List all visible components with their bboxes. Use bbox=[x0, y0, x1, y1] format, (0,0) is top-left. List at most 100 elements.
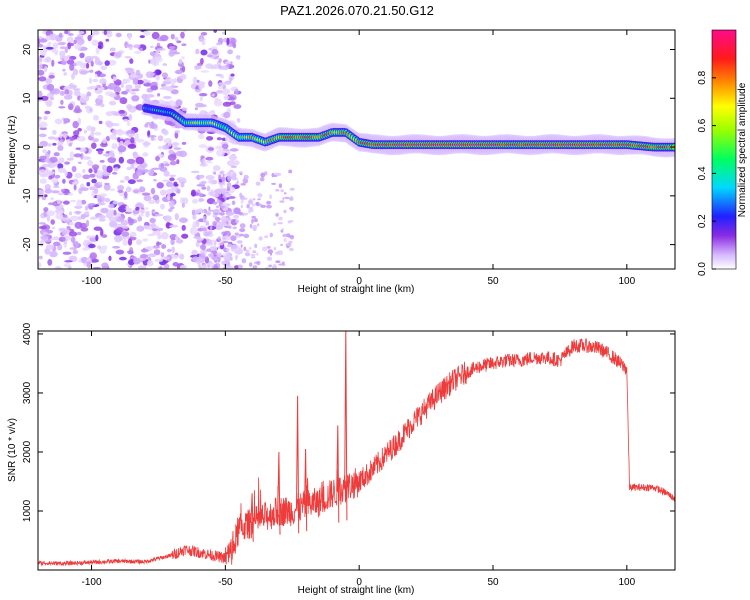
spectrogram-speckle bbox=[170, 33, 175, 40]
spectrogram-speckle bbox=[221, 143, 229, 150]
spectrogram-y-tick-label: -10 bbox=[22, 188, 33, 203]
spectrogram-speckle bbox=[129, 231, 137, 238]
spectrogram-speckle bbox=[247, 199, 254, 205]
spectrogram-speckle bbox=[45, 35, 51, 41]
spectrogram-speckle bbox=[51, 59, 55, 67]
spectrogram-speckle bbox=[211, 49, 219, 55]
spectrogram-speckle bbox=[38, 43, 44, 48]
spectrogram-speckle bbox=[168, 50, 175, 57]
spectrogram-speckle bbox=[59, 90, 66, 96]
spectrogram-speckle bbox=[181, 107, 188, 112]
spectrogram-speckle bbox=[243, 246, 247, 251]
spectrogram-speckle bbox=[240, 183, 246, 186]
spectrogram-speckle bbox=[181, 56, 185, 60]
spectrogram-speckle bbox=[174, 213, 179, 221]
spectrogram-speckle bbox=[242, 213, 245, 217]
spectrogram-speckle bbox=[139, 47, 143, 52]
spectrogram-speckle bbox=[89, 216, 98, 220]
spectrogram-speckle bbox=[252, 227, 257, 231]
spectrogram-speckle bbox=[264, 235, 269, 239]
spectrogram-speckle bbox=[44, 194, 48, 198]
spectrogram-speckle bbox=[235, 219, 240, 224]
spectrogram-speckle bbox=[213, 241, 217, 246]
spectrogram-speckle bbox=[80, 187, 89, 192]
spectrogram-speckle bbox=[216, 42, 221, 46]
spectrogram-speckle bbox=[38, 56, 43, 63]
spectrogram-speckle bbox=[167, 194, 171, 201]
spectrogram-speckle bbox=[221, 176, 226, 182]
spectrogram-speckle bbox=[245, 249, 250, 253]
spectrogram-speckle bbox=[252, 265, 258, 269]
spectrogram-speckle bbox=[46, 83, 55, 91]
spectrogram-speckle bbox=[121, 225, 129, 229]
spectrogram-speckle bbox=[92, 78, 99, 83]
spectrogram-speckle bbox=[122, 78, 128, 85]
spectrogram-speckle bbox=[152, 210, 156, 214]
spectrogram-speckle bbox=[280, 243, 283, 247]
spectrogram-speckle bbox=[57, 163, 64, 170]
spectrogram-speckle bbox=[108, 203, 115, 209]
spectrogram-speckle bbox=[230, 235, 237, 242]
spectrogram-speckle bbox=[227, 212, 231, 217]
spectrogram-speckle bbox=[164, 163, 170, 167]
spectrogram-speckle bbox=[157, 145, 163, 150]
spectrogram-x-tick-label: 0 bbox=[356, 276, 362, 287]
spectrogram-speckle bbox=[121, 231, 130, 237]
spectrogram-speckle bbox=[276, 172, 282, 177]
spectrogram-speckle bbox=[127, 32, 132, 40]
spectrogram-speckle bbox=[217, 236, 221, 241]
snr-y-tick-label: 4000 bbox=[22, 322, 33, 345]
spectrogram-speckle bbox=[272, 264, 277, 269]
spectrogram-speckle bbox=[79, 96, 86, 103]
spectrogram-speckle bbox=[113, 209, 117, 216]
spectrogram-speckle bbox=[213, 172, 216, 175]
spectrogram-speckle bbox=[206, 211, 212, 216]
spectrogram-speckle bbox=[89, 173, 96, 178]
spectrogram-speckle bbox=[73, 184, 77, 191]
spectrogram-speckle bbox=[53, 241, 61, 246]
spectrogram-speckle bbox=[124, 56, 132, 59]
spectrogram-speckle bbox=[213, 30, 218, 33]
spectrogram-speckle bbox=[125, 89, 130, 92]
spectrogram-speckle bbox=[142, 152, 149, 157]
spectrogram-speckle bbox=[95, 234, 99, 242]
spectrogram-speckle bbox=[155, 75, 160, 81]
spectrogram-speckle bbox=[86, 182, 91, 187]
spectrogram-speckle bbox=[79, 70, 88, 75]
spectrogram-speckle bbox=[86, 261, 92, 269]
spectrogram-speckle bbox=[236, 180, 239, 184]
spectrogram-speckle bbox=[165, 76, 172, 82]
spectrogram-speckle bbox=[87, 34, 92, 42]
spectrogram-speckle bbox=[63, 214, 68, 218]
spectrogram-speckle bbox=[215, 205, 220, 209]
spectrogram-speckle bbox=[218, 221, 226, 228]
snr-x-ticks: -100 -50 0 50 100 bbox=[82, 331, 636, 588]
spectrogram-y-tick-label: 0 bbox=[22, 144, 33, 150]
spectrogram-speckle bbox=[226, 221, 229, 225]
spectrogram-speckle bbox=[116, 227, 124, 233]
spectrogram-speckle bbox=[216, 149, 225, 157]
spectrogram-speckle bbox=[236, 57, 241, 60]
spectrogram-speckle bbox=[228, 154, 238, 161]
spectrogram-speckle bbox=[53, 152, 60, 157]
spectrogram-speckle bbox=[195, 48, 200, 55]
spectrogram-speckle bbox=[286, 243, 291, 246]
spectrogram-speckle bbox=[97, 149, 103, 155]
spectrogram-speckle bbox=[169, 224, 179, 228]
spectrogram-speckle bbox=[181, 224, 186, 231]
spectrogram-speckle bbox=[194, 89, 202, 93]
spectrogram-speckle bbox=[130, 137, 135, 144]
spectrogram-speckle bbox=[118, 205, 127, 213]
spectrogram-speckle bbox=[215, 145, 224, 150]
spectrogram-speckle bbox=[106, 121, 114, 128]
spectrogram-speckle bbox=[111, 143, 118, 150]
spectrogram-speckle bbox=[51, 190, 60, 194]
spectrogram-speckle bbox=[87, 159, 94, 167]
spectrogram-speckle bbox=[173, 147, 182, 151]
spectrogram-speckle bbox=[64, 260, 73, 263]
spectrogram-speckle bbox=[40, 235, 49, 240]
spectrogram-speckle bbox=[38, 119, 41, 122]
spectrogram-speckle bbox=[175, 235, 179, 241]
spectrogram-x-ticks: -100 -50 0 50 100 bbox=[82, 30, 636, 287]
spectrogram-speckle bbox=[88, 243, 96, 249]
